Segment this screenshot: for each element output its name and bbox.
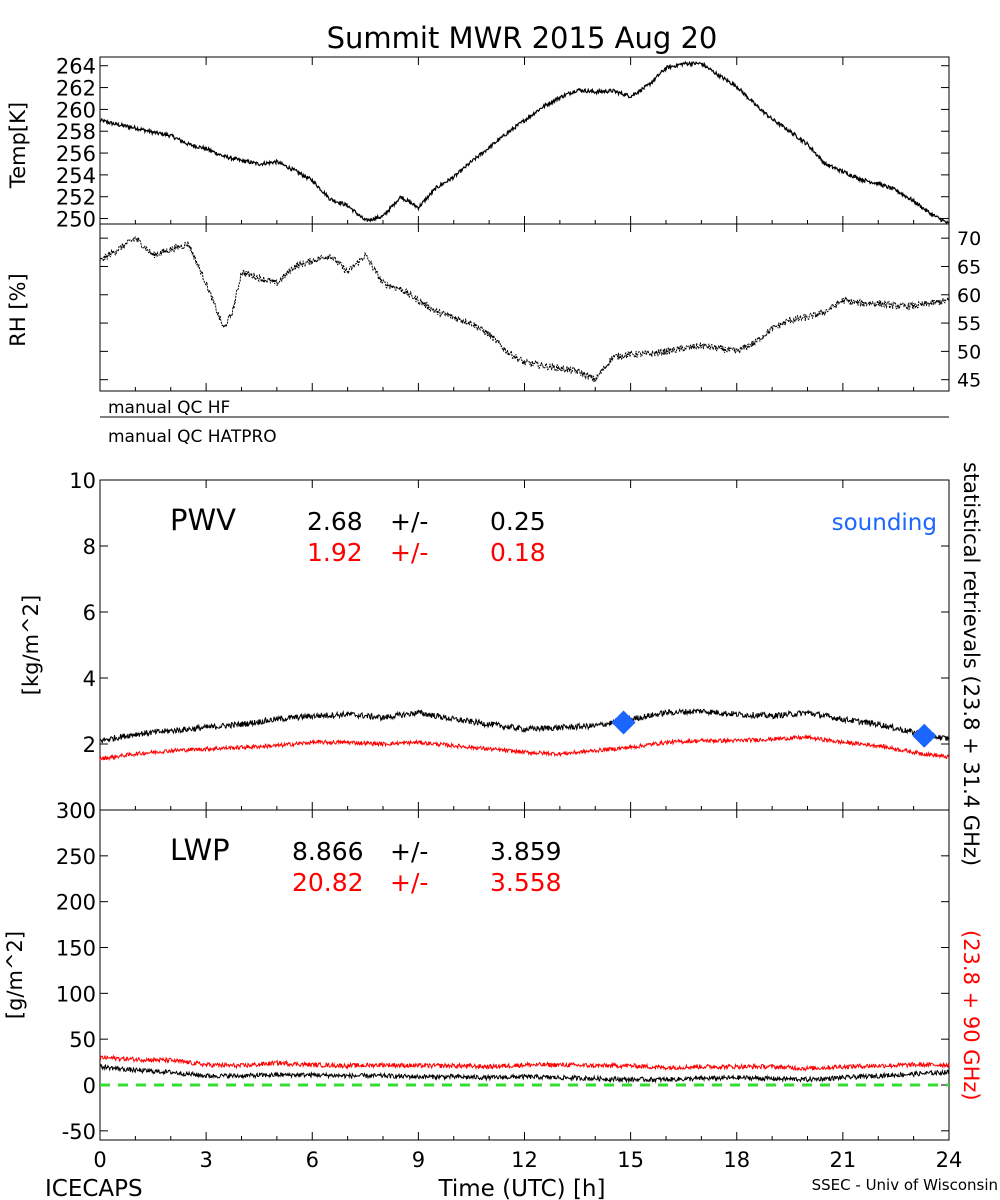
y-tick-label-pwv: 10 — [69, 469, 96, 493]
y-tick-label-pwv: 2 — [83, 733, 96, 757]
x-tick-label: 15 — [617, 1148, 644, 1172]
y-tick-label-rh: 55 — [957, 313, 981, 335]
y-tick-label-temp: 258 — [56, 120, 96, 144]
rh-axis-label: RH [%] — [6, 273, 30, 346]
sounding-point — [912, 723, 937, 748]
pwv-series-red — [99, 734, 950, 762]
pwv-black-mean: 2.68 — [307, 507, 363, 536]
sounding-legend: sounding — [832, 510, 937, 536]
pwv-red-mean: 1.92 — [307, 538, 363, 567]
y-tick-label-pwv: 8 — [83, 535, 96, 559]
lwp-axis-label: [g/m^2] — [3, 931, 27, 1019]
y-tick-label-temp: 256 — [56, 142, 96, 166]
footer-right: SSEC - Univ of Wisconsin — [812, 1176, 998, 1194]
y-tick-label-temp: 260 — [56, 98, 96, 122]
y-tick-label-rh: 60 — [957, 285, 981, 307]
lwp-series-black — [99, 1063, 950, 1084]
y-tick-label-temp: 250 — [56, 208, 96, 232]
pwv-label: PWV — [170, 503, 236, 537]
y-tick-label-lwp: 150 — [56, 937, 96, 961]
y-tick-label-pwv: 6 — [83, 601, 96, 625]
x-tick-label: 21 — [830, 1148, 857, 1172]
pwv-black-sd: 0.25 — [490, 507, 546, 536]
rh-series-line — [99, 236, 950, 383]
y-tick-label-temp: 252 — [56, 186, 96, 210]
pwv-black-pm: +/- — [390, 507, 428, 536]
pwv-red-pm: +/- — [390, 538, 428, 567]
x-tick-label: 18 — [723, 1148, 750, 1172]
y-tick-label-lwp: 250 — [56, 845, 96, 869]
lwp-label: LWP — [170, 833, 230, 867]
x-axis-label: Time (UTC) [h] — [438, 1176, 606, 1200]
lwp-series-red — [99, 1054, 950, 1072]
y-tick-label-rh: 50 — [957, 341, 981, 363]
rh-panel-frame — [99, 223, 950, 392]
chart-marks: 2502522542562582602622644550556065700246… — [56, 55, 981, 1172]
y-tick-label-temp: 262 — [56, 77, 96, 101]
y-tick-label-lwp: 200 — [56, 891, 96, 915]
lwp-black-mean: 8.866 — [292, 837, 364, 866]
y-tick-label-lwp: 100 — [56, 982, 96, 1006]
x-tick-label: 0 — [93, 1148, 106, 1172]
x-tick-label: 6 — [306, 1148, 319, 1172]
y-tick-label-rh: 45 — [957, 370, 981, 392]
right-label-black: statistical retrievals (23.8 + 31.4 GHz) — [959, 462, 983, 866]
pwv-red-sd: 0.18 — [490, 538, 546, 567]
y-tick-label-temp: 254 — [56, 164, 96, 188]
y-tick-label-lwp: 300 — [56, 799, 96, 823]
temp-panel-frame — [99, 56, 950, 225]
x-tick-label: 3 — [199, 1148, 212, 1172]
qc-hatpro-label: manual QC HATPRO — [108, 427, 277, 447]
y-tick-label-lwp: 50 — [69, 1028, 96, 1052]
footer-left: ICECAPS — [45, 1176, 143, 1200]
y-tick-label-pwv: 0 — [83, 799, 96, 823]
x-tick-label: 12 — [511, 1148, 538, 1172]
qc-hf-label: manual QC HF — [108, 398, 230, 418]
y-tick-label-lwp: 0 — [83, 1074, 96, 1098]
temp-series-line — [99, 60, 950, 225]
sounding-point — [611, 710, 636, 735]
x-tick-label: 24 — [936, 1148, 963, 1172]
chart-title: Summit MWR 2015 Aug 20 — [327, 21, 718, 55]
temp-axis-label: Temp[K] — [6, 102, 30, 189]
y-tick-label-rh: 65 — [957, 256, 981, 278]
pwv-axis-label: [kg/m^2] — [19, 595, 43, 695]
right-label-red: (23.8 + 90 GHz) — [959, 930, 983, 1101]
lwp-red-pm: +/- — [390, 868, 428, 897]
y-tick-label-lwp: -50 — [62, 1120, 96, 1144]
y-tick-label-pwv: 4 — [83, 667, 96, 691]
lwp-black-sd: 3.859 — [490, 837, 562, 866]
pwv-series-black — [99, 708, 950, 744]
lwp-black-pm: +/- — [390, 837, 428, 866]
lwp-red-mean: 20.82 — [292, 868, 364, 897]
y-tick-label-temp: 264 — [56, 55, 96, 79]
x-tick-label: 9 — [412, 1148, 425, 1172]
y-tick-label-rh: 70 — [957, 228, 981, 250]
lwp-red-sd: 3.558 — [490, 868, 562, 897]
